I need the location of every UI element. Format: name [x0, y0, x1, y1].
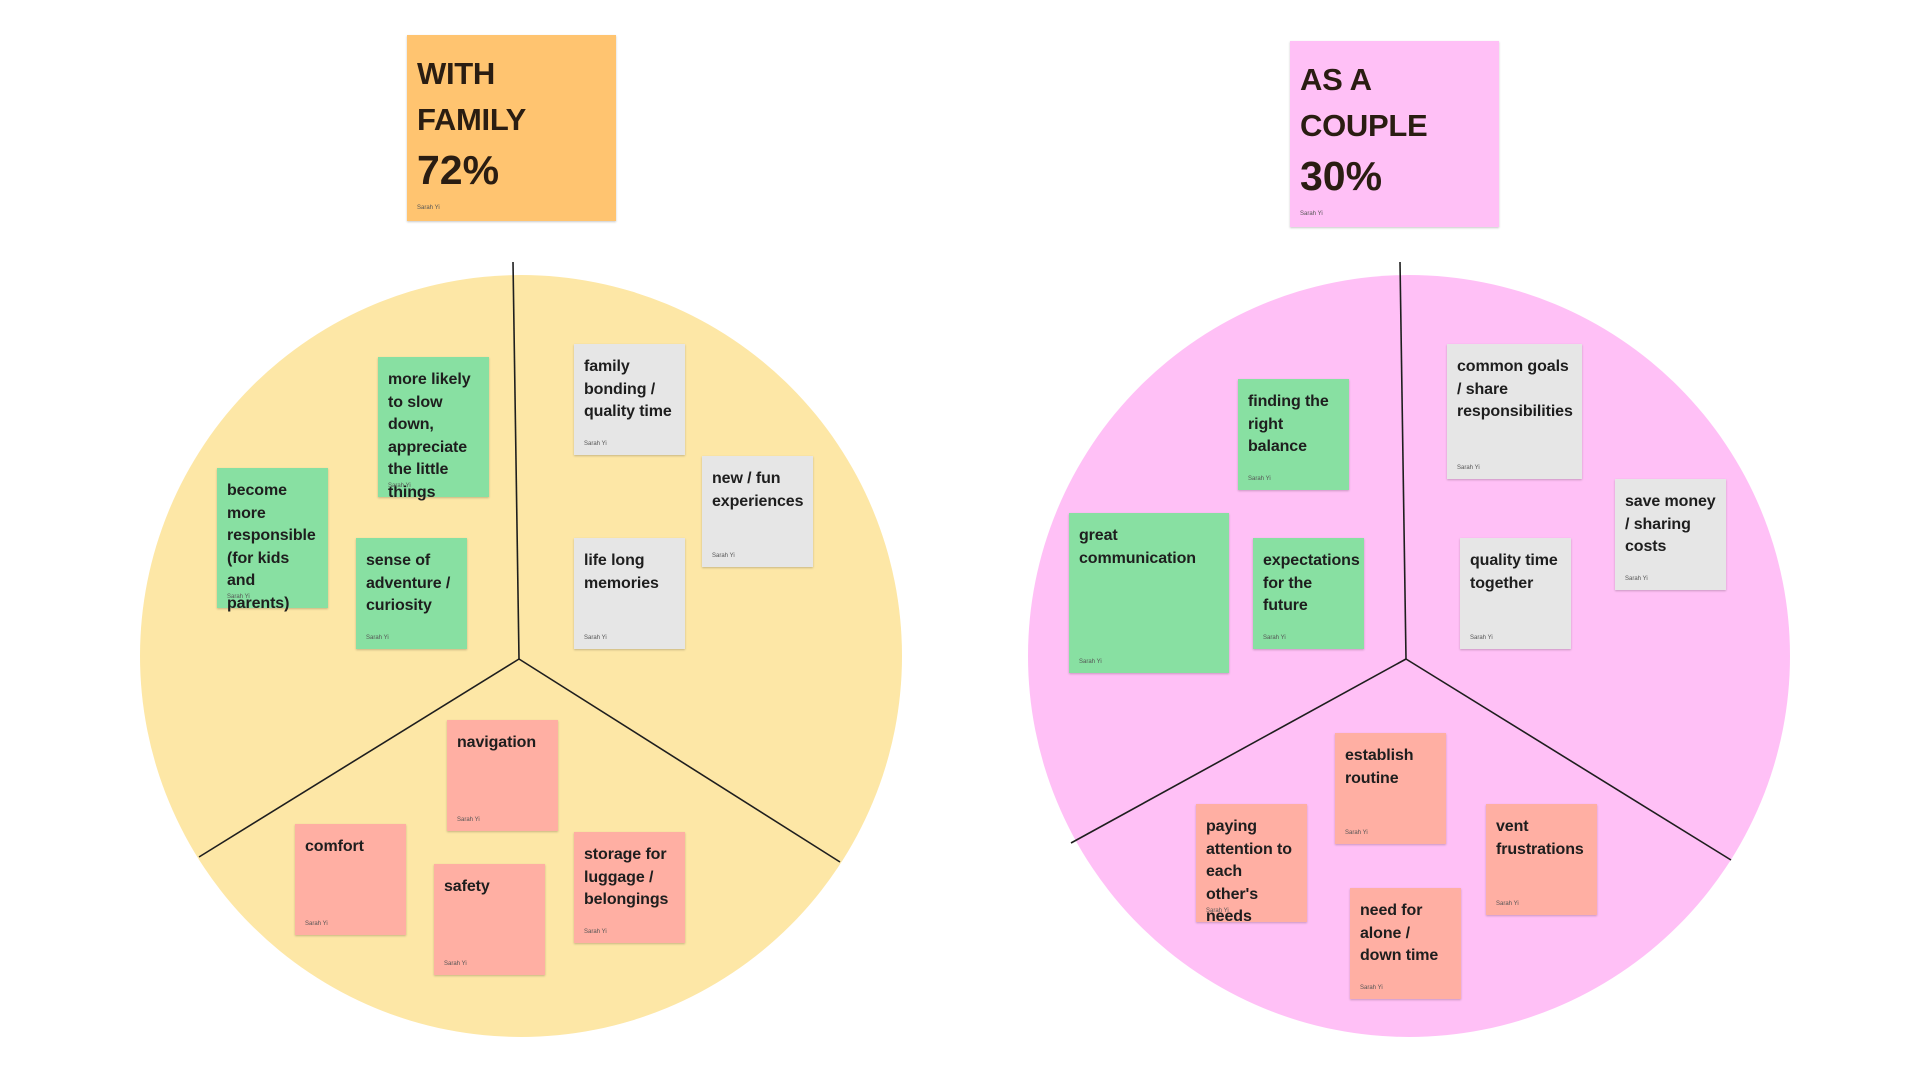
- author-label: Sarah Yi: [712, 553, 735, 559]
- family-divider-left: [198, 658, 520, 858]
- title-as-a-couple: AS A COUPLE: [1300, 62, 1428, 143]
- sticky-note[interactable]: establish routine Sarah Yi: [1335, 733, 1446, 844]
- note-text: sense of adventure / curiosity: [366, 552, 451, 614]
- title-with-family: WITH FAMILY: [417, 56, 527, 137]
- couple-divider-right: [1405, 658, 1732, 861]
- author-label: Sarah Yi: [1360, 985, 1383, 991]
- family-divider-top: [512, 261, 520, 660]
- note-text: common goals / share responsibilities: [1457, 358, 1573, 420]
- family-divider-right: [518, 658, 841, 863]
- author-label: Sarah Yi: [366, 635, 389, 641]
- note-text: navigation: [457, 734, 537, 751]
- sticky-note[interactable]: finding the right balance Sarah Yi: [1238, 379, 1349, 490]
- sticky-note[interactable]: quality time together Sarah Yi: [1460, 538, 1571, 649]
- sticky-note[interactable]: save money / sharing costs Sarah Yi: [1615, 479, 1726, 590]
- percent-with-family: 72%: [417, 147, 500, 193]
- percent-as-a-couple: 30%: [1300, 153, 1383, 199]
- couple-divider-left: [1070, 658, 1407, 844]
- sticky-note[interactable]: comfort Sarah Yi: [295, 824, 406, 935]
- note-text: new / fun experiences: [712, 470, 804, 510]
- title-note-with-family[interactable]: WITH FAMILY 72% Sarah Yi: [407, 35, 616, 221]
- sticky-note[interactable]: vent frustrations Sarah Yi: [1486, 804, 1597, 915]
- note-text: finding the right balance: [1248, 393, 1329, 455]
- note-text: need for alone / down time: [1360, 902, 1439, 964]
- author-label: Sarah Yi: [1496, 901, 1519, 907]
- author-label: Sarah Yi: [305, 921, 328, 927]
- note-text: paying attention to each other's needs: [1206, 818, 1292, 925]
- note-text: expectations for the future: [1263, 552, 1360, 614]
- sticky-note[interactable]: family bonding / quality time Sarah Yi: [574, 344, 685, 455]
- title-note-as-a-couple[interactable]: AS A COUPLE 30% Sarah Yi: [1290, 41, 1499, 227]
- author-label: Sarah Yi: [417, 205, 440, 211]
- sticky-note[interactable]: sense of adventure / curiosity Sarah Yi: [356, 538, 467, 649]
- sticky-note[interactable]: common goals / share responsibilities Sa…: [1447, 344, 1582, 479]
- author-label: Sarah Yi: [444, 961, 467, 967]
- author-label: Sarah Yi: [1300, 211, 1323, 217]
- note-text: safety: [444, 878, 490, 895]
- author-label: Sarah Yi: [1206, 908, 1229, 914]
- author-label: Sarah Yi: [584, 635, 607, 641]
- note-text: life long memories: [584, 552, 659, 592]
- note-text: great communication: [1079, 527, 1196, 567]
- note-text: comfort: [305, 838, 364, 855]
- sticky-note[interactable]: paying attention to each other's needs S…: [1196, 804, 1307, 925]
- author-label: Sarah Yi: [227, 594, 250, 600]
- sticky-note[interactable]: more likely to slow down, appreciate the…: [378, 357, 489, 501]
- sticky-note[interactable]: new / fun experiences Sarah Yi: [702, 456, 813, 567]
- note-text: more likely to slow down, appreciate the…: [388, 371, 471, 501]
- author-label: Sarah Yi: [584, 929, 607, 935]
- author-label: Sarah Yi: [1470, 635, 1493, 641]
- sticky-note[interactable]: navigation Sarah Yi: [447, 720, 558, 831]
- note-text: vent frustrations: [1496, 818, 1584, 858]
- sticky-note[interactable]: safety Sarah Yi: [434, 864, 545, 975]
- sticky-note[interactable]: storage for luggage / belongings Sarah Y…: [574, 832, 685, 943]
- author-label: Sarah Yi: [1248, 476, 1271, 482]
- sticky-note[interactable]: need for alone / down time Sarah Yi: [1350, 888, 1461, 999]
- couple-divider-top: [1399, 261, 1407, 660]
- sticky-note[interactable]: expectations for the future Sarah Yi: [1253, 538, 1364, 649]
- author-label: Sarah Yi: [584, 441, 607, 447]
- sticky-note[interactable]: life long memories Sarah Yi: [574, 538, 685, 649]
- author-label: Sarah Yi: [457, 817, 480, 823]
- sticky-note[interactable]: become more responsible (for kids and pa…: [217, 468, 328, 612]
- note-text: storage for luggage / belongings: [584, 846, 669, 908]
- note-text: become more responsible (for kids and pa…: [227, 482, 316, 612]
- author-label: Sarah Yi: [1625, 576, 1648, 582]
- author-label: Sarah Yi: [388, 483, 411, 489]
- note-text: establish routine: [1345, 747, 1414, 787]
- note-text: save money / sharing costs: [1625, 493, 1716, 555]
- author-label: Sarah Yi: [1079, 659, 1102, 665]
- sticky-note[interactable]: great communication Sarah Yi: [1069, 513, 1229, 673]
- note-text: quality time together: [1470, 552, 1558, 592]
- author-label: Sarah Yi: [1263, 635, 1286, 641]
- note-text: family bonding / quality time: [584, 358, 672, 420]
- author-label: Sarah Yi: [1457, 465, 1480, 471]
- author-label: Sarah Yi: [1345, 830, 1368, 836]
